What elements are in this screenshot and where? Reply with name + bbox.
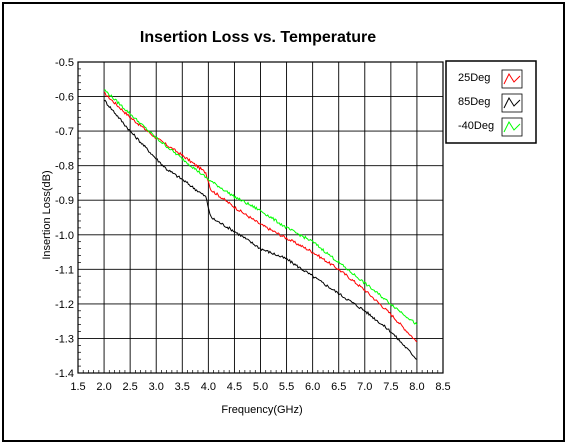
grid-lines: [77, 61, 444, 374]
y-tick-label: -1.1: [55, 264, 74, 276]
x-tick-label: 5.5: [279, 381, 294, 393]
series-line-1: [103, 91, 418, 343]
y-tick-label: -0.9: [55, 195, 74, 207]
legend: 25Deg 85Deg -40Deg: [445, 60, 537, 144]
x-tick-label: 4.5: [227, 381, 242, 393]
x-tick-label: 4.0: [201, 381, 216, 393]
x-tick-label: 1.5: [70, 381, 85, 393]
series-layer: [103, 89, 418, 360]
x-axis-ticks: 1.5 2.0 2.5 3.0 3.5 4.0 4.5 5.0 5.5 6.0 6.5 7.0 7.5 8…: [70, 381, 450, 393]
series-line-3: [104, 89, 418, 325]
x-axis-title: Frequency(GHz): [221, 404, 302, 416]
y-tick-label: -0.5: [55, 57, 74, 69]
legend-swatch-line: [503, 120, 521, 133]
x-tick-label: 8.5: [435, 381, 450, 393]
x-tick-label: 6.5: [331, 381, 346, 393]
x-tick-label: 3.5: [175, 381, 190, 393]
x-tick-label: 7.0: [357, 381, 372, 393]
x-tick-label: 6.0: [305, 381, 320, 393]
y-axis-ticks: -0.5 -0.6 -0.7 -0.8 -0.9 -1.0 -1.1 -1.2 -1.3 -1.4: [55, 57, 74, 380]
legend-swatch-line: [503, 72, 521, 85]
y-axis-title: Insertion Loss(dB): [41, 170, 53, 259]
y-tick-label: -1.3: [55, 333, 74, 345]
chart-title: Insertion Loss vs. Temperature: [140, 29, 376, 46]
x-tick-label: 2.0: [96, 381, 111, 393]
x-tick-label: 3.0: [149, 381, 164, 393]
legend-label-1: 25Deg: [458, 72, 490, 84]
legend-label-2: 85Deg: [458, 96, 490, 108]
legend-label-3: -40Deg: [458, 120, 494, 132]
y-tick-label: -1.0: [55, 230, 74, 242]
x-tick-label: 2.5: [122, 381, 137, 393]
y-tick-label: -1.4: [55, 368, 74, 380]
series-line-2: [103, 99, 417, 360]
y-tick-label: -1.2: [55, 299, 74, 311]
legend-swatch-line: [503, 96, 521, 109]
x-tick-label: 5.0: [253, 381, 268, 393]
y-tick-label: -0.6: [55, 92, 74, 104]
y-tick-label: -0.7: [55, 126, 74, 138]
x-tick-label: 7.5: [383, 381, 398, 393]
y-tick-label: -0.8: [55, 161, 74, 173]
x-tick-label: 8.0: [409, 381, 424, 393]
